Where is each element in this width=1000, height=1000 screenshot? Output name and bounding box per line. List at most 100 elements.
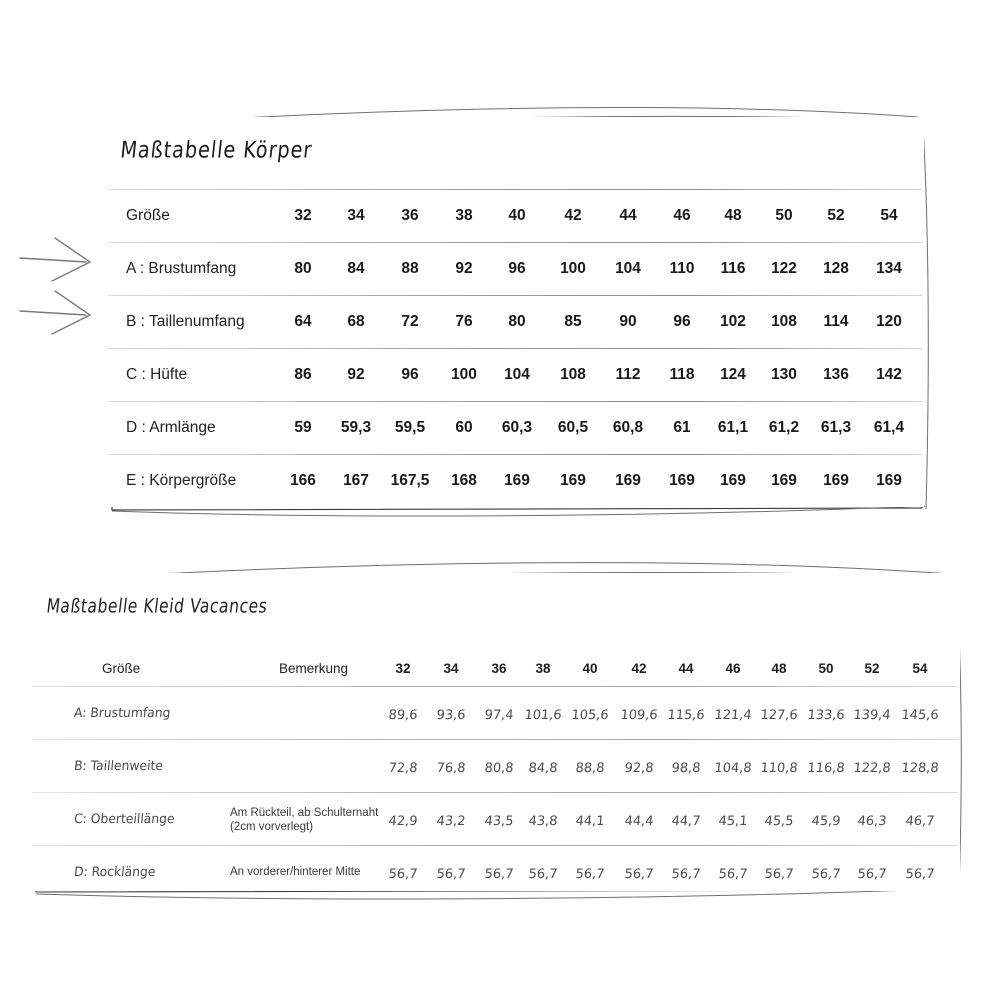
table1-value-cell: 61,1 bbox=[717, 419, 749, 436]
table2-size-header-cell: 36 bbox=[491, 661, 507, 676]
table1-value-cell: 124 bbox=[720, 366, 746, 383]
table1-row: B : Taillenumfang 64 68 72 76 80 85 90 96 102 108 1… bbox=[106, 295, 924, 348]
row-divider bbox=[108, 401, 922, 402]
table1-value-cell: 61,2 bbox=[768, 419, 800, 436]
table1-value-cell: 169 bbox=[615, 472, 641, 489]
table1-value-cell: 100 bbox=[560, 260, 586, 277]
table1-size-header-cell: 34 bbox=[347, 207, 365, 224]
table2-value-cell: 76,8 bbox=[435, 761, 467, 776]
table1-size-header-cell: 36 bbox=[401, 207, 419, 224]
table1-size-header-cell: 54 bbox=[880, 207, 898, 224]
table2-value-cell: 56,7 bbox=[387, 867, 419, 882]
table1-size-header-cell: 38 bbox=[455, 207, 473, 224]
table1-value-cell: 114 bbox=[823, 313, 849, 330]
table1-value-cell: 116 bbox=[720, 260, 746, 277]
row-divider bbox=[32, 792, 958, 793]
table2-value-cell: 56,7 bbox=[527, 867, 559, 882]
table1-value-cell: 60,3 bbox=[501, 419, 533, 436]
table2-value-cell: 45,1 bbox=[717, 814, 749, 829]
table2-value-cell: 88,8 bbox=[574, 761, 606, 776]
table1-size-header-cell: 44 bbox=[619, 207, 637, 224]
table1-value-cell: 166 bbox=[290, 472, 316, 489]
table1-value-cell: 100 bbox=[451, 366, 477, 383]
table1-value-cell: 169 bbox=[771, 472, 797, 489]
table1-size-header-cell: 52 bbox=[827, 207, 845, 224]
table1-value-cell: 61 bbox=[673, 419, 691, 436]
table2-value-cell: 122,8 bbox=[852, 761, 892, 776]
table1-header-row: Größe 32 34 36 38 40 42 44 46 48 50 52 54 bbox=[106, 189, 924, 242]
table1-value-cell: 86 bbox=[294, 366, 312, 383]
table1-value-cell: 60,8 bbox=[612, 419, 644, 436]
table2-value-cell: 45,5 bbox=[763, 814, 795, 829]
table1-size-header-cell: 46 bbox=[673, 207, 691, 224]
table1-row-label: A : Brustumfang bbox=[126, 260, 237, 277]
row-divider bbox=[32, 686, 958, 687]
table1-row: A : Brustumfang 80 84 88 92 96 100 104 110 116 122… bbox=[106, 242, 924, 295]
table1-value-cell: 85 bbox=[564, 313, 582, 330]
table2-row-label: A: Brustumfang bbox=[73, 706, 172, 721]
table2-value-cell: 92,8 bbox=[623, 761, 655, 776]
table2-size-header-cell: 40 bbox=[582, 661, 598, 676]
table2-row: A: Brustumfang 89,6 93,6 97,4 101,6 105,6 109,… bbox=[30, 686, 960, 739]
table1-value-cell: 167,5 bbox=[390, 472, 430, 489]
table2-value-cell: 110,8 bbox=[759, 761, 799, 776]
table2-row-remark: Am Rückteil, ab Schulternaht (2cm vorver… bbox=[230, 807, 379, 834]
table2-row: C: Oberteillänge Am Rückteil, ab Schulter… bbox=[30, 792, 960, 845]
table1-value-cell: 122 bbox=[771, 260, 797, 277]
table2-value-cell: 56,7 bbox=[763, 867, 795, 882]
table1-value-cell: 169 bbox=[720, 472, 746, 489]
table1-value-cell: 128 bbox=[823, 260, 849, 277]
table2-value-cell: 121,4 bbox=[713, 708, 753, 723]
table1-value-cell: 59,3 bbox=[340, 419, 372, 436]
table2-row-label: D: Rocklänge bbox=[73, 865, 157, 880]
table2-value-cell: 56,7 bbox=[574, 867, 606, 882]
table2-value-cell: 56,7 bbox=[856, 867, 888, 882]
table2-value-cell: 89,6 bbox=[387, 708, 419, 723]
table2-value-cell: 56,7 bbox=[670, 867, 702, 882]
table1-value-cell: 168 bbox=[451, 472, 477, 489]
table1-size-header-cell: 40 bbox=[508, 207, 526, 224]
table1-row-label: C : Hüfte bbox=[126, 366, 188, 383]
table2-value-cell: 44,4 bbox=[623, 814, 655, 829]
row-divider bbox=[108, 189, 922, 190]
table1-value-cell: 76 bbox=[455, 313, 473, 330]
table2-value-cell: 72,8 bbox=[387, 761, 419, 776]
table2-size-header-cell: 54 bbox=[912, 661, 928, 676]
table1-value-cell: 64 bbox=[294, 313, 312, 330]
table-masstabelle-kleid-vacances: Maßtabelle Kleid Vacances Größe Bemerkung… bbox=[30, 573, 960, 891]
table2-value-cell: 56,7 bbox=[904, 867, 936, 882]
table1-value-cell: 169 bbox=[823, 472, 849, 489]
table1-value-cell: 169 bbox=[876, 472, 902, 489]
row-divider bbox=[108, 454, 922, 455]
table1-value-cell: 92 bbox=[347, 366, 365, 383]
table2-value-cell: 93,6 bbox=[435, 708, 467, 723]
table1-size-header-cell: 32 bbox=[294, 207, 312, 224]
table2-value-cell: 116,8 bbox=[806, 761, 846, 776]
table1-value-cell: 169 bbox=[504, 472, 530, 489]
table2-value-cell: 44,1 bbox=[574, 814, 606, 829]
row-divider bbox=[32, 845, 958, 846]
table2-value-cell: 145,6 bbox=[900, 708, 940, 723]
table1-title: Maßtabelle Körper bbox=[119, 136, 314, 164]
table1-value-cell: 108 bbox=[560, 366, 586, 383]
table2-value-cell: 128,8 bbox=[900, 761, 940, 776]
table2-value-cell: 43,8 bbox=[527, 814, 559, 829]
table1-value-cell: 80 bbox=[294, 260, 312, 277]
table1-row-label: B : Taillenumfang bbox=[126, 313, 245, 330]
table2-value-cell: 43,5 bbox=[483, 814, 515, 829]
table2-value-cell: 101,6 bbox=[523, 708, 563, 723]
table2-value-cell: 56,7 bbox=[483, 867, 515, 882]
row-divider bbox=[32, 739, 958, 740]
table1-row: D : Armlänge 59 59,3 59,5 60 60,3 60,5 60,8 61 61… bbox=[106, 401, 924, 454]
table2-value-cell: 105,6 bbox=[570, 708, 610, 723]
table1-row: E : Körpergröße 166 167 167,5 168 169 169 169 16… bbox=[106, 454, 924, 507]
table2-row: D: Rocklänge An vorderer/hinterer Mitte 56… bbox=[30, 845, 960, 898]
table2-value-cell: 133,6 bbox=[806, 708, 846, 723]
row-divider bbox=[108, 242, 922, 243]
table2-value-cell: 44,7 bbox=[670, 814, 702, 829]
table2-value-cell: 56,7 bbox=[810, 867, 842, 882]
table2-value-cell: 42,9 bbox=[387, 814, 419, 829]
table2-value-cell: 56,7 bbox=[717, 867, 749, 882]
table1-size-header-cell: 48 bbox=[724, 207, 742, 224]
table1-value-cell: 110 bbox=[669, 260, 695, 277]
